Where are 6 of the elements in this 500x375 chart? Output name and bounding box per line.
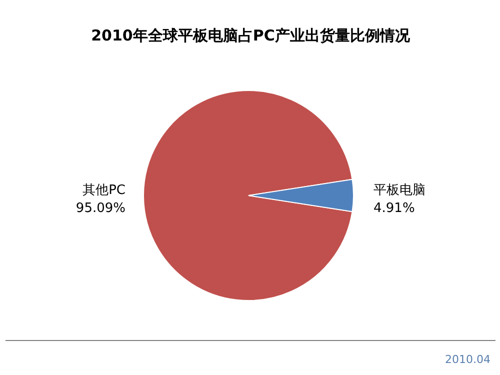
chart-title: 2010年全球平板电脑占PC产业出货量比例情况 bbox=[91, 26, 411, 44]
data-label: 4.91% bbox=[374, 201, 415, 216]
slice-label: 平板电脑 bbox=[374, 183, 426, 198]
data-label: 95.09% bbox=[76, 201, 126, 216]
slice-label: 其他PC bbox=[82, 183, 126, 198]
text: 2010.04 bbox=[445, 353, 491, 366]
